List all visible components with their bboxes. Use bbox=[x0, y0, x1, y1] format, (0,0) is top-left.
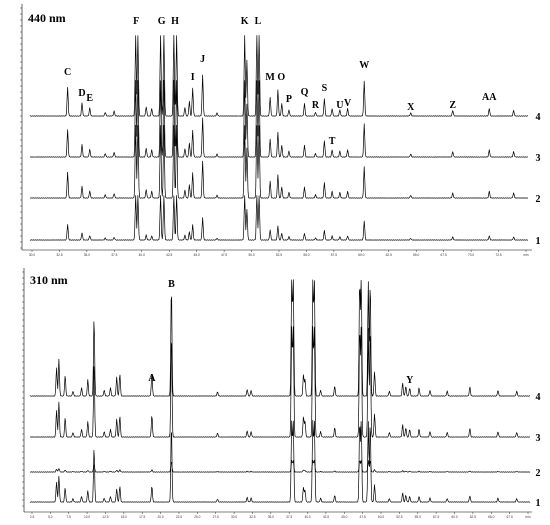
x-tick-label: 57.5 bbox=[331, 253, 337, 257]
x-tick-label: 45.0 bbox=[341, 515, 347, 519]
trace-3 bbox=[29, 79, 529, 158]
x-tick-label: 42.5 bbox=[323, 515, 329, 519]
peak-label: D bbox=[78, 88, 85, 99]
x-tick-label: 2.5 bbox=[30, 515, 35, 519]
x-tick-label: 52.5 bbox=[276, 253, 282, 257]
x-tick-label: 7.5 bbox=[67, 515, 72, 519]
peak-label: E bbox=[86, 93, 93, 104]
x-tick-label: 45.0 bbox=[194, 253, 200, 257]
x-tick-label: 32.5 bbox=[56, 253, 62, 257]
x-tick-label: 37.5 bbox=[286, 515, 292, 519]
panel-440-frame bbox=[21, 4, 532, 251]
x-tick-label: 10.0 bbox=[84, 515, 90, 519]
trace-2 bbox=[29, 124, 529, 199]
x-tick-label: 30.0 bbox=[231, 515, 237, 519]
x-tick-label: 22.5 bbox=[176, 515, 182, 519]
x-tick-label: 65.0 bbox=[413, 253, 419, 257]
peak-label: Q bbox=[301, 87, 309, 98]
x-tick-label: 57.5 bbox=[433, 515, 439, 519]
peak-label: V bbox=[344, 98, 352, 109]
x-tick-label: 60.0 bbox=[358, 253, 364, 257]
trace-4 bbox=[29, 279, 531, 397]
x-tick-label: 40.0 bbox=[139, 253, 145, 257]
x-tick-label: 27.5 bbox=[213, 515, 219, 519]
peak-label: J bbox=[200, 54, 205, 65]
x-tick-label: min bbox=[523, 253, 528, 257]
peak-label: X bbox=[407, 102, 415, 113]
trace-number-label: 1 bbox=[536, 236, 541, 247]
x-tick-label: 12.5 bbox=[102, 515, 108, 519]
panel-440-title: 440 nm bbox=[28, 11, 66, 25]
trace-number-label: 3 bbox=[536, 433, 541, 444]
x-tick-label: 47.5 bbox=[221, 253, 227, 257]
x-tick-label: 52.5 bbox=[396, 515, 402, 519]
x-tick-label: 47.5 bbox=[360, 515, 366, 519]
x-tick-label: 65.0 bbox=[488, 515, 494, 519]
x-tick-label: 15.0 bbox=[121, 515, 127, 519]
trace-1 bbox=[29, 195, 529, 241]
x-tick-label: 30.0 bbox=[29, 253, 35, 257]
peak-label: Z bbox=[449, 100, 456, 111]
trace-number-label: 3 bbox=[536, 153, 541, 164]
x-tick-label: 25.0 bbox=[194, 515, 200, 519]
peak-label: I bbox=[191, 72, 195, 83]
panel-310-frame bbox=[23, 268, 532, 513]
x-tick-label: 35.0 bbox=[84, 253, 90, 257]
x-tick-label: 55.0 bbox=[415, 515, 421, 519]
peak-label: P bbox=[286, 94, 292, 105]
x-tick-label: 42.5 bbox=[166, 253, 172, 257]
peak-label: A bbox=[148, 373, 156, 384]
x-tick-label: 17.5 bbox=[139, 515, 145, 519]
peak-label: F bbox=[133, 16, 139, 27]
x-tick-label: 5.0 bbox=[48, 515, 53, 519]
trace-number-label: 4 bbox=[536, 112, 541, 123]
x-tick-label: 55.0 bbox=[303, 253, 309, 257]
x-tick-label: 20.0 bbox=[157, 515, 163, 519]
peak-label: S bbox=[322, 83, 328, 94]
trace-number-label: 2 bbox=[536, 194, 541, 205]
peak-label: O bbox=[277, 72, 285, 83]
x-tick-label: 72.5 bbox=[495, 253, 501, 257]
trace-2 bbox=[29, 459, 531, 473]
peak-label: G bbox=[158, 16, 166, 27]
peak-label: L bbox=[255, 16, 262, 27]
x-tick-label: 50.0 bbox=[378, 515, 384, 519]
x-tick-label: 60.0 bbox=[451, 515, 457, 519]
peak-label: U bbox=[336, 100, 343, 111]
trace-number-label: 4 bbox=[536, 392, 541, 403]
peak-label: B bbox=[168, 279, 175, 290]
x-tick-label: 35.0 bbox=[268, 515, 274, 519]
peak-label: H bbox=[171, 16, 179, 27]
peak-label: K bbox=[241, 16, 249, 27]
trace-1 bbox=[29, 419, 531, 503]
x-tick-label: 37.5 bbox=[111, 253, 117, 257]
peak-label: R bbox=[312, 100, 320, 111]
x-tick-label: 50.0 bbox=[248, 253, 254, 257]
x-tick-label: 70.0 bbox=[468, 253, 474, 257]
trace-number-label: 2 bbox=[536, 468, 541, 479]
x-tick-label: 67.5 bbox=[441, 253, 447, 257]
x-tick-label: min bbox=[525, 515, 530, 519]
panel-440-plot: 30.0 32.5 35.0 37.5 40.0 42.5 45.0 47.5 50.0 52.5… bbox=[20, 7, 541, 257]
peak-label: C bbox=[64, 67, 71, 78]
x-tick-label: 62.5 bbox=[470, 515, 476, 519]
peak-label: W bbox=[359, 60, 369, 71]
x-tick-label: 40.0 bbox=[304, 515, 310, 519]
trace-3 bbox=[29, 326, 531, 438]
x-tick-label: 67.5 bbox=[507, 515, 513, 519]
peak-label: T bbox=[329, 136, 336, 147]
peak-label: M bbox=[265, 72, 275, 83]
trace-4 bbox=[29, 34, 529, 117]
peak-label: Y bbox=[406, 375, 414, 386]
x-tick-label: 32.5 bbox=[249, 515, 255, 519]
peak-label: AA bbox=[482, 92, 497, 103]
trace-number-label: 1 bbox=[536, 498, 541, 509]
x-tick-label: 62.5 bbox=[386, 253, 392, 257]
panel-310-plot: 2.5 5.0 7.5 10.0 12.5 15.0 17.5 20.0 22.5 25.0 27.… bbox=[22, 271, 541, 519]
panel-310-title: 310 nm bbox=[30, 273, 68, 287]
